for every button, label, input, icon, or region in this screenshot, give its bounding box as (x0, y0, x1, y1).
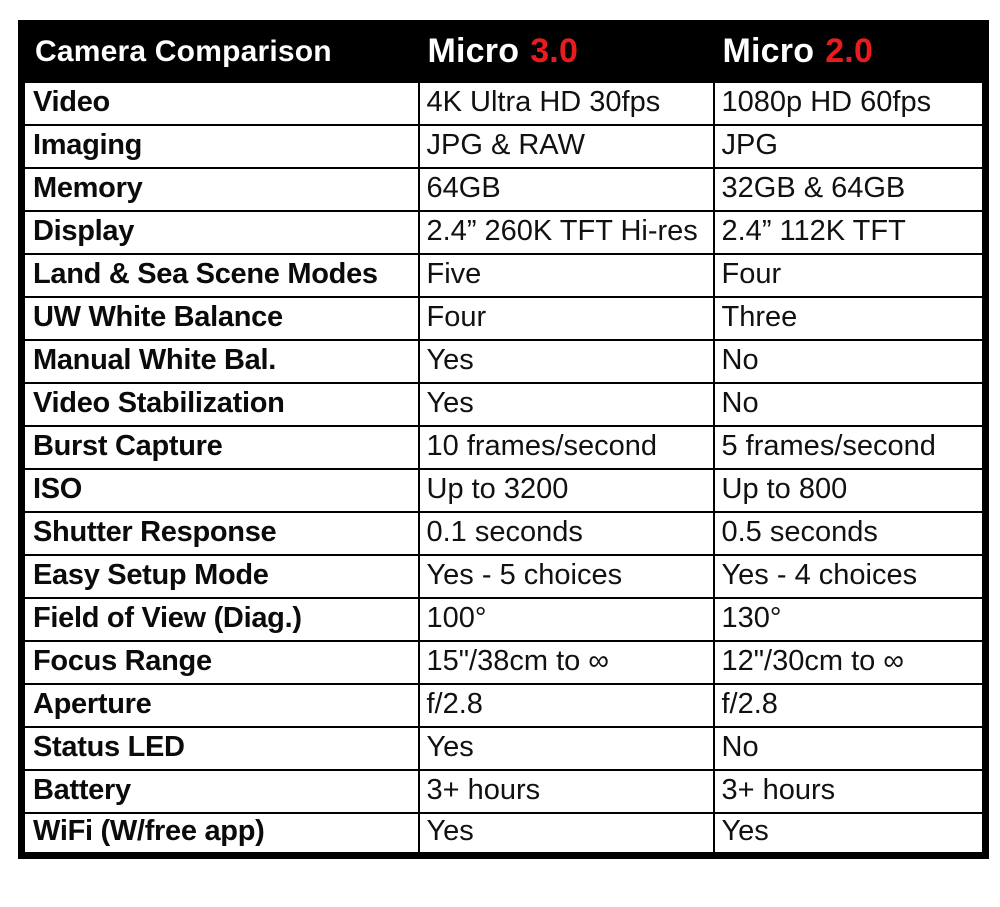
spec-label: ISO (20, 467, 420, 513)
table-row: Land & Sea Scene Modes Five Four (20, 252, 987, 298)
table-row: Video 4K Ultra HD 30fps 1080p HD 60fps (20, 80, 987, 126)
micro3-value: 2.4” 260K TFT Hi-res (417, 209, 715, 255)
micro2-value: 1080p HD 60fps (712, 80, 987, 126)
spec-label: UW White Balance (20, 295, 420, 341)
micro3-value: Up to 3200 (417, 467, 715, 513)
spec-label: Battery (20, 768, 420, 814)
micro2-value: Three (712, 295, 987, 341)
micro3-value: Yes (417, 811, 715, 857)
micro3-value: Yes (417, 381, 715, 427)
table-row: Display 2.4” 260K TFT Hi-res 2.4” 112K T… (20, 209, 987, 255)
micro2-value: 2.4” 112K TFT (712, 209, 987, 255)
micro3-value: Four (417, 295, 715, 341)
micro3-value: 3+ hours (417, 768, 715, 814)
table-row: Memory 64GB 32GB & 64GB (20, 166, 987, 212)
micro2-value: Yes (712, 811, 987, 857)
product-name: Micro (427, 32, 520, 71)
micro2-value: 12"/30cm to ∞ (712, 639, 987, 685)
table-row: Focus Range 15"/38cm to ∞ 12"/30cm to ∞ (20, 639, 987, 685)
micro3-value: 4K Ultra HD 30fps (417, 80, 715, 126)
micro2-value: 130° (712, 596, 987, 642)
comparison-table: Camera Comparison Micro 3.0 Micro 2.0 Vide… (18, 20, 989, 859)
product-version: 3.0 (530, 32, 579, 71)
column-header-micro2: Micro 2.0 (712, 22, 987, 83)
micro2-value: 0.5 seconds (712, 510, 987, 556)
micro2-value: Up to 800 (712, 467, 987, 513)
micro2-value: 5 frames/second (712, 424, 987, 470)
micro3-value: f/2.8 (417, 682, 715, 728)
micro3-value: Five (417, 252, 715, 298)
micro3-value: Yes - 5 choices (417, 553, 715, 599)
product-name: Micro (722, 32, 815, 71)
micro2-value: No (712, 725, 987, 771)
table-row: ISO Up to 3200 Up to 800 (20, 467, 987, 513)
spec-label: Memory (20, 166, 420, 212)
table-row: Easy Setup Mode Yes - 5 choices Yes - 4 … (20, 553, 987, 599)
micro3-value: 15"/38cm to ∞ (417, 639, 715, 685)
micro2-value: No (712, 338, 987, 384)
micro2-value: JPG (712, 123, 987, 169)
table-row: Video Stabilization Yes No (20, 381, 987, 427)
spec-label: Land & Sea Scene Modes (20, 252, 420, 298)
table-row: Battery 3+ hours 3+ hours (20, 768, 987, 814)
micro2-value: Yes - 4 choices (712, 553, 987, 599)
column-header-micro3: Micro 3.0 (417, 22, 715, 83)
micro2-value: 32GB & 64GB (712, 166, 987, 212)
table-title: Camera Comparison (20, 22, 420, 83)
micro2-value: 3+ hours (712, 768, 987, 814)
spec-label: Shutter Response (20, 510, 420, 556)
spec-label: Focus Range (20, 639, 420, 685)
spec-label: Manual White Bal. (20, 338, 420, 384)
table-row: Shutter Response 0.1 seconds 0.5 seconds (20, 510, 987, 556)
micro2-value: Four (712, 252, 987, 298)
micro3-value: 0.1 seconds (417, 510, 715, 556)
micro3-value: Yes (417, 338, 715, 384)
spec-label: WiFi (W/free app) (20, 811, 420, 857)
header-row: Camera Comparison Micro 3.0 Micro 2.0 (20, 22, 987, 83)
spec-label: Burst Capture (20, 424, 420, 470)
product-version: 2.0 (825, 32, 874, 71)
spec-label: Display (20, 209, 420, 255)
micro3-value: Yes (417, 725, 715, 771)
table-row: Burst Capture 10 frames/second 5 frames/… (20, 424, 987, 470)
table-row: UW White Balance Four Three (20, 295, 987, 341)
table-row: Status LED Yes No (20, 725, 987, 771)
micro3-value: JPG & RAW (417, 123, 715, 169)
micro2-value: f/2.8 (712, 682, 987, 728)
micro3-value: 64GB (417, 166, 715, 212)
table-row: Imaging JPG & RAW JPG (20, 123, 987, 169)
spec-label: Field of View (Diag.) (20, 596, 420, 642)
spec-label: Status LED (20, 725, 420, 771)
micro2-value: No (712, 381, 987, 427)
micro3-value: 10 frames/second (417, 424, 715, 470)
table-row: Aperture f/2.8 f/2.8 (20, 682, 987, 728)
table-row: Manual White Bal. Yes No (20, 338, 987, 384)
micro3-value: 100° (417, 596, 715, 642)
spec-label: Easy Setup Mode (20, 553, 420, 599)
spec-label: Video Stabilization (20, 381, 420, 427)
spec-label: Imaging (20, 123, 420, 169)
table-row: WiFi (W/free app) Yes Yes (20, 811, 987, 857)
page: Camera Comparison Micro 3.0 Micro 2.0 Vide… (18, 20, 989, 859)
table-row: Field of View (Diag.) 100° 130° (20, 596, 987, 642)
spec-label: Video (20, 80, 420, 126)
spec-label: Aperture (20, 682, 420, 728)
